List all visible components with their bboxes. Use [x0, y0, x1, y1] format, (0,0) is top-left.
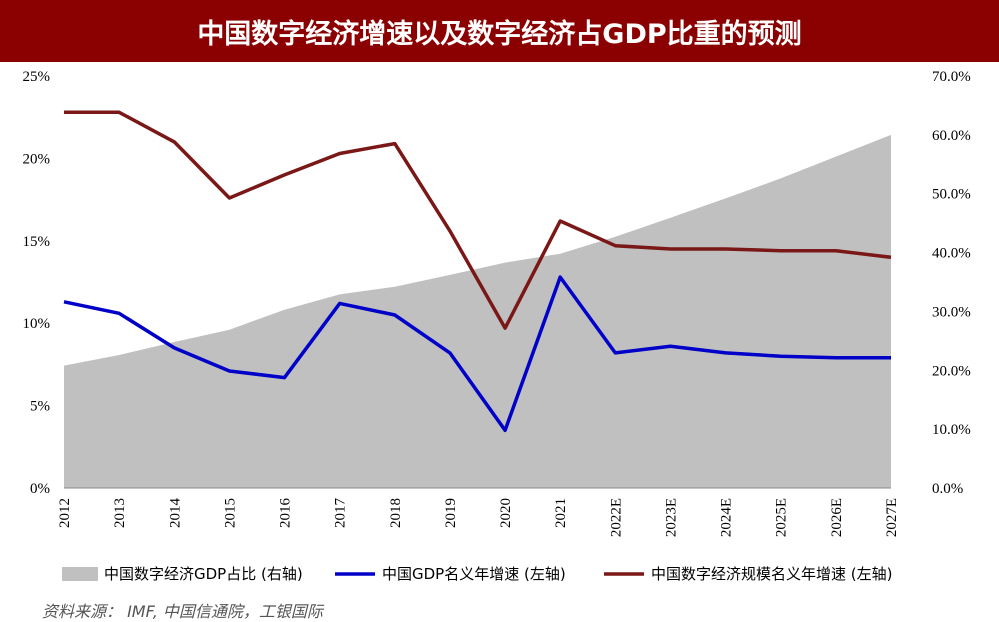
right-tick-label: 60.0% — [932, 128, 971, 144]
x-tick-label: 2025E — [774, 498, 790, 537]
left-tick-label: 5% — [30, 399, 50, 415]
x-tick-label: 2021 — [553, 498, 569, 528]
x-tick-label: 2020 — [498, 498, 514, 528]
x-tick-label: 2023E — [663, 498, 679, 537]
right-tick-label: 10.0% — [932, 422, 971, 438]
x-tick-label: 2022E — [608, 498, 624, 537]
x-tick-label: 2015 — [222, 498, 238, 528]
legend-label: 中国数字经济规模名义年增速 (左轴) — [651, 565, 892, 583]
right-tick-label: 0.0% — [932, 481, 963, 497]
series-area-0 — [64, 134, 891, 488]
x-tick-label: 2016 — [278, 498, 294, 529]
right-tick-label: 30.0% — [932, 304, 971, 320]
right-tick-label: 50.0% — [932, 187, 971, 203]
x-tick-label: 2014 — [167, 498, 183, 529]
right-tick-label: 40.0% — [932, 246, 971, 262]
legend-label: 中国数字经济GDP占比 (右轴) — [104, 565, 303, 583]
x-tick-label: 2027E — [884, 498, 900, 537]
x-tick-label: 2012 — [57, 498, 73, 528]
chart-title: 中国数字经济增速以及数字经济占GDP比重的预测 — [0, 0, 999, 62]
x-tick-label: 2024E — [719, 498, 735, 537]
series-line-2 — [64, 110, 892, 330]
left-tick-label: 20% — [23, 151, 51, 167]
source-note: 资料来源： IMF, 中国信通院，工银国际 — [42, 602, 323, 621]
right-tick-label: 20.0% — [932, 363, 971, 379]
x-tick-label: 2026E — [829, 498, 845, 537]
left-tick-label: 25% — [23, 69, 51, 85]
legend-label: 中国GDP名义年增速 (左轴) — [382, 565, 566, 583]
left-tick-label: 15% — [23, 234, 51, 250]
series-line-1 — [63, 275, 891, 433]
x-tick-label: 2013 — [112, 498, 128, 528]
left-tick-label: 0% — [30, 481, 50, 497]
left-tick-label: 10% — [23, 316, 51, 332]
right-tick-label: 70.0% — [932, 69, 971, 85]
x-tick-label: 2018 — [388, 498, 404, 528]
legend-swatch-area — [62, 567, 98, 581]
chart: 0% 5% 10% 15% 20% 25% 0.0% 10.0% 20.0% 30.0% 40.0%… — [23, 69, 971, 583]
x-tick-label: 2017 — [333, 498, 349, 529]
x-tick-label: 2019 — [443, 498, 459, 528]
